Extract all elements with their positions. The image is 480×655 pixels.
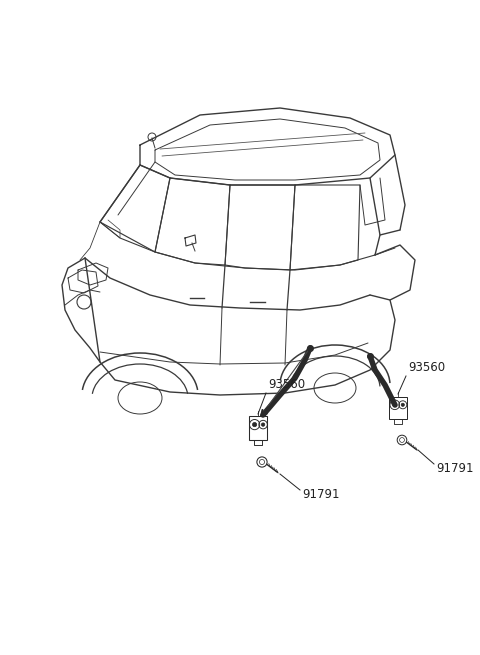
Text: 93560: 93560 xyxy=(408,361,445,374)
Bar xyxy=(389,397,407,419)
Circle shape xyxy=(262,423,265,426)
Text: 91791: 91791 xyxy=(436,462,473,475)
Bar xyxy=(249,416,267,440)
Text: 93560: 93560 xyxy=(268,378,305,391)
Circle shape xyxy=(393,403,397,407)
Circle shape xyxy=(401,403,404,406)
Text: 91791: 91791 xyxy=(302,488,339,501)
Circle shape xyxy=(252,422,257,426)
